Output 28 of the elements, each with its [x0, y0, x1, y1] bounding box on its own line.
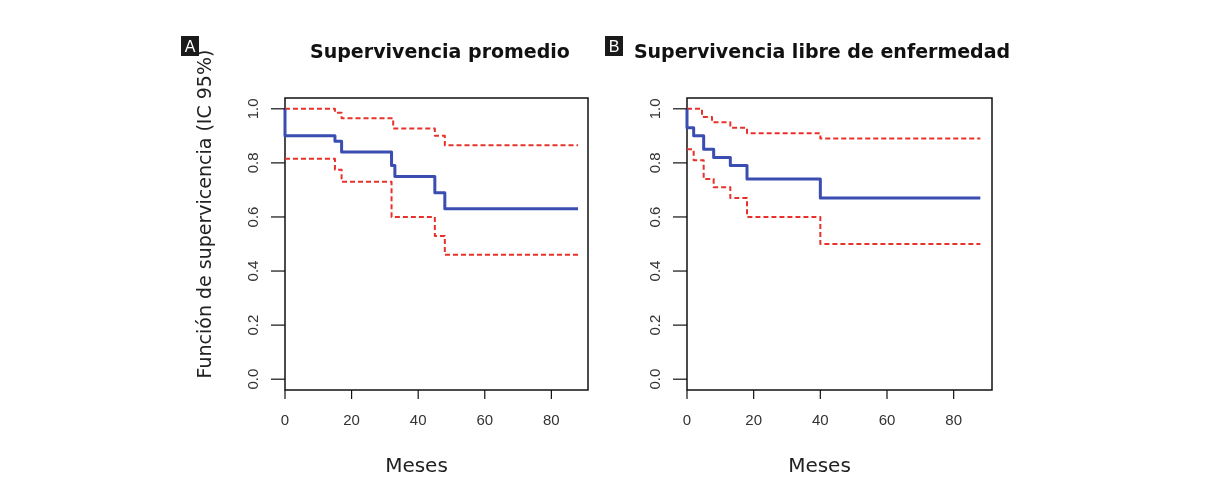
y-tick-label: 0.4	[244, 260, 261, 282]
chart-title: Supervivencia libre de enfermedad	[633, 40, 1011, 62]
x-tick-label: 0	[682, 411, 692, 428]
y-tick-label: 0.8	[646, 152, 663, 174]
chart-title: Supervivencia promedio	[310, 40, 570, 62]
x-tick-label: 40	[409, 411, 427, 428]
x-tick-label: 20	[343, 411, 360, 428]
x-tick-label: 80	[543, 411, 560, 428]
x-axis-title: Meses	[385, 453, 448, 477]
y-tick-label: 0.2	[646, 314, 663, 336]
x-tick-label: 60	[476, 411, 494, 428]
x-tick-label: 80	[945, 411, 963, 428]
y-tick-label: 0.6	[646, 206, 663, 228]
y-tick-label: 0.6	[244, 206, 261, 228]
y-tick-label: 0.0	[244, 368, 261, 390]
x-axis-title: Meses	[788, 453, 851, 477]
y-tick-label: 0.4	[646, 260, 663, 282]
y-tick-label: 0.8	[244, 152, 261, 174]
y-tick-label: 1.0	[244, 98, 261, 120]
y-tick-label: 1.0	[646, 98, 663, 120]
y-tick-label: 0.2	[244, 314, 261, 336]
x-tick-label: 20	[745, 411, 763, 428]
text: B	[608, 38, 620, 55]
x-tick-label: 60	[878, 411, 896, 428]
y-tick-label: 0.0	[646, 368, 663, 390]
text: A	[184, 38, 196, 55]
x-tick-label: 40	[811, 411, 829, 428]
x-tick-label: 0	[280, 411, 290, 428]
